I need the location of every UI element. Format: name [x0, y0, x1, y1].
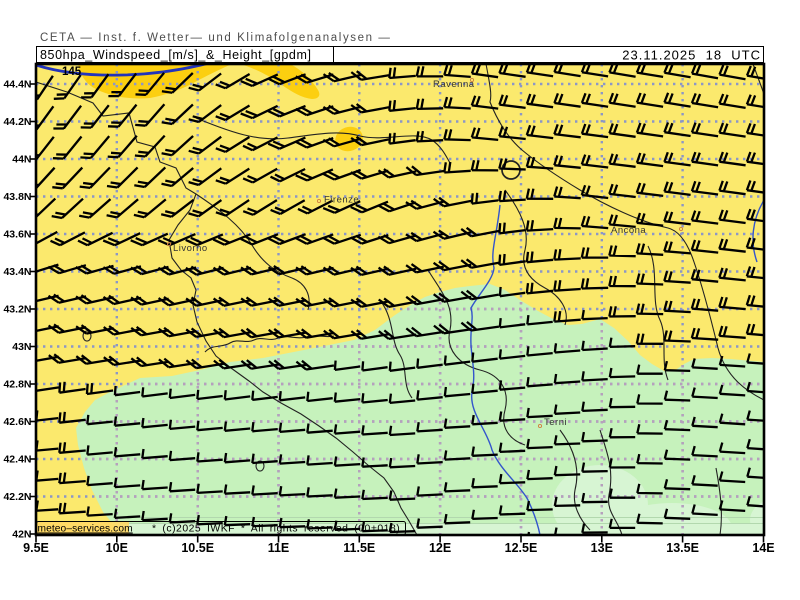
svg-text:42N: 42N	[12, 528, 31, 540]
svg-text:13E: 13E	[591, 541, 613, 555]
svg-text:Ancona: Ancona	[611, 225, 646, 236]
svg-text:43.2N: 43.2N	[3, 303, 31, 315]
svg-text:42.2N: 42.2N	[3, 491, 31, 503]
svg-text:43.4N: 43.4N	[3, 266, 31, 278]
svg-text:43.8N: 43.8N	[3, 191, 31, 203]
svg-text:10E: 10E	[106, 541, 128, 555]
svg-text:14E: 14E	[752, 541, 774, 555]
svg-text:44N: 44N	[12, 153, 31, 165]
svg-text:12E: 12E	[429, 541, 451, 555]
svg-text:145: 145	[62, 66, 82, 78]
svg-text:42.6N: 42.6N	[3, 416, 31, 428]
svg-text:CETA — Inst. f. Wetter— und Kl: CETA — Inst. f. Wetter— und Klimafolgena…	[40, 32, 392, 44]
svg-text:13.5E: 13.5E	[666, 541, 699, 555]
svg-text:850hpa_Windspeed_[m/s]_&_Heigh: 850hpa_Windspeed_[m/s]_&_Height_[gpdm]	[40, 48, 312, 62]
svg-text:9.5E: 9.5E	[23, 541, 49, 555]
svg-text:Ravenna: Ravenna	[433, 79, 475, 90]
svg-text:11E: 11E	[268, 541, 290, 555]
svg-text:43N: 43N	[12, 341, 31, 353]
svg-text:23.11.2025 18 UTC: 23.11.2025 18 UTC	[622, 48, 761, 63]
svg-text:Terni: Terni	[544, 417, 567, 428]
svg-text:44.4N: 44.4N	[3, 78, 31, 90]
svg-text:* (c)2025 IWKF * All rights re: * (c)2025 IWKF * All rights reserved (00…	[152, 524, 400, 535]
svg-text:43.6N: 43.6N	[3, 228, 31, 240]
svg-text:Livorno: Livorno	[173, 243, 208, 254]
svg-text:42.8N: 42.8N	[3, 378, 31, 390]
svg-text:44.2N: 44.2N	[3, 116, 31, 128]
svg-text:11.5E: 11.5E	[343, 541, 375, 555]
svg-text:meteo–services.com: meteo–services.com	[38, 524, 133, 535]
svg-text:Firenze: Firenze	[324, 195, 359, 206]
svg-text:42.4N: 42.4N	[3, 453, 31, 465]
svg-text:12.5E: 12.5E	[505, 541, 538, 555]
svg-text:10.5E: 10.5E	[181, 541, 214, 555]
